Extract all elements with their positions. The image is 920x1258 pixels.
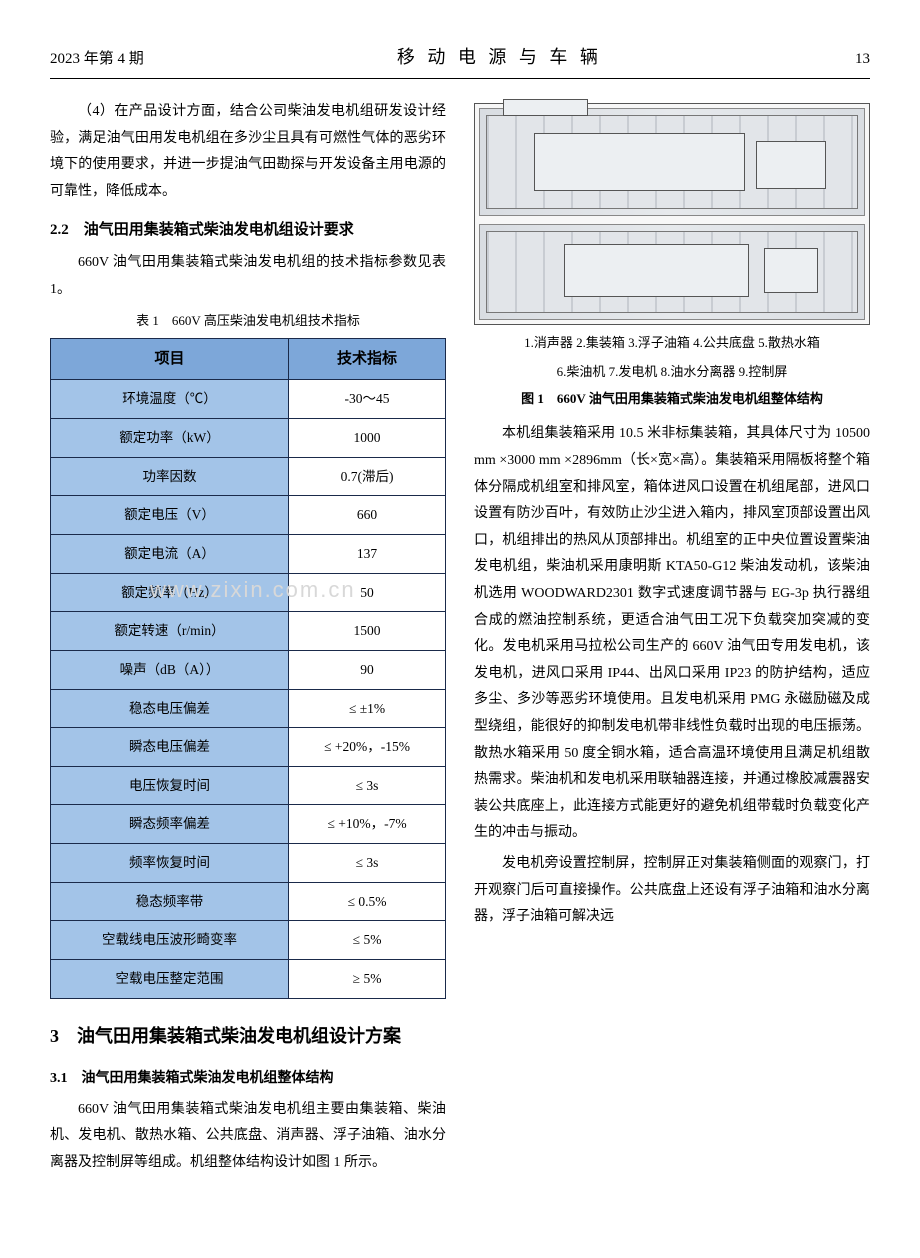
table-cell-label: 稳态频率带: [51, 882, 289, 921]
spec-table: 项目 技术指标 环境温度（℃）-30～45额定功率（kW）1000功率因数0.7…: [50, 338, 446, 999]
table-cell-value: 90: [289, 650, 446, 689]
table-cell-label: 空载线电压波形畸变率: [51, 921, 289, 960]
table-row: 频率恢复时间≤ 3s: [51, 844, 446, 883]
table-cell-label: 额定功率（kW）: [51, 419, 289, 458]
paragraph-3-1: 660V 油气田用集装箱式柴油发电机组主要由集装箱、柴油机、发电机、散热水箱、公…: [50, 1097, 446, 1177]
right-column: 1.消声器 2.集装箱 3.浮子油箱 4.公共底盘 5.散热水箱 6.柴油机 7…: [474, 99, 870, 1180]
table-cell-value: ≤ 3s: [289, 844, 446, 883]
table-cell-value: ≤ +10%，-7%: [289, 805, 446, 844]
table-cell-value: 1000: [289, 419, 446, 458]
table-cell-label: 环境温度（℃）: [51, 380, 289, 419]
table-row: 稳态电压偏差≤ ±1%: [51, 689, 446, 728]
table-head-item: 技术指标: [289, 338, 446, 380]
figure-radiator-block: [756, 141, 825, 189]
table-cell-label: 电压恢复时间: [51, 766, 289, 805]
table-row: 空载线电压波形畸变率≤ 5%: [51, 921, 446, 960]
table-cell-value: ≤ ±1%: [289, 689, 446, 728]
page-header: 2023 年第 4 期 移 动 电 源 与 车 辆 13: [50, 40, 870, 79]
table-cell-value: 0.7(滞后): [289, 457, 446, 496]
table-row: 额定功率（kW）1000: [51, 419, 446, 458]
table-row: 额定频率（Hz）50: [51, 573, 446, 612]
table-cell-label: 空载电压整定范围: [51, 960, 289, 999]
paragraph-body-b: 发电机旁设置控制屏，控制屏正对集装箱侧面的观察门，打开观察门后可直接操作。公共底…: [474, 851, 870, 931]
table-row: 瞬态电压偏差≤ +20%，-15%: [51, 728, 446, 767]
table-caption: 表 1 660V 高压柴油发电机组技术指标: [50, 309, 446, 334]
table-row: 额定电压（V）660: [51, 496, 446, 535]
table-row: 额定转速（r/min）1500: [51, 612, 446, 651]
table-head-item: 项目: [51, 338, 289, 380]
figure-legend-line1: 1.消声器 2.集装箱 3.浮子油箱 4.公共底盘 5.散热水箱: [474, 333, 870, 354]
heading-3-1: 3.1 油气田用集装箱式柴油发电机组整体结构: [50, 1066, 446, 1093]
figure-engine-block: [534, 133, 745, 191]
figure-side-view: [479, 108, 865, 216]
page-number: 13: [855, 45, 870, 74]
figure-top-view: [479, 224, 865, 320]
table-cell-value: 660: [289, 496, 446, 535]
table-row: 稳态频率带≤ 0.5%: [51, 882, 446, 921]
table-row: 环境温度（℃）-30～45: [51, 380, 446, 419]
table-row: 噪声（dB（A））90: [51, 650, 446, 689]
table-cell-label: 噪声（dB（A））: [51, 650, 289, 689]
table-row: 空载电压整定范围≥ 5%: [51, 960, 446, 999]
figure-silencer-block: [503, 99, 587, 116]
paragraph-2-2: 660V 油气田用集装箱式柴油发电机组的技术指标参数见表 1。: [50, 250, 446, 303]
table-cell-label: 额定电压（V）: [51, 496, 289, 535]
table-cell-value: 1500: [289, 612, 446, 651]
table-cell-value: ≤ 5%: [289, 921, 446, 960]
left-column: （4）在产品设计方面，结合公司柴油发电机组研发设计经验，满足油气田用发电机组在多…: [50, 99, 446, 1180]
figure-genset-block: [564, 244, 748, 297]
table-row: 瞬态频率偏差≤ +10%，-7%: [51, 805, 446, 844]
table-cell-label: 瞬态电压偏差: [51, 728, 289, 767]
figure-panel-block: [764, 248, 818, 293]
table-cell-value: 137: [289, 535, 446, 574]
heading-2-2: 2.2 油气田用集装箱式柴油发电机组设计要求: [50, 216, 446, 245]
table-cell-label: 功率因数: [51, 457, 289, 496]
issue-label: 2023 年第 4 期: [50, 45, 144, 74]
table-head-row: 项目 技术指标: [51, 338, 446, 380]
table-cell-label: 瞬态频率偏差: [51, 805, 289, 844]
table-cell-value: ≤ 0.5%: [289, 882, 446, 921]
paragraph-item4: （4）在产品设计方面，结合公司柴油发电机组研发设计经验，满足油气田用发电机组在多…: [50, 99, 446, 205]
figure-legend-line2: 6.柴油机 7.发电机 8.油水分离器 9.控制屏: [474, 362, 870, 383]
table-cell-label: 额定转速（r/min）: [51, 612, 289, 651]
table-row: 额定电流（A）137: [51, 535, 446, 574]
table-row: 功率因数0.7(滞后): [51, 457, 446, 496]
table-cell-value: ≤ 3s: [289, 766, 446, 805]
table-cell-value: ≥ 5%: [289, 960, 446, 999]
paragraph-body-a: 本机组集装箱采用 10.5 米非标集装箱，其具体尺寸为 10500 mm ×30…: [474, 421, 870, 847]
heading-3: 3 油气田用集装箱式柴油发电机组设计方案: [50, 1017, 446, 1057]
figure-1: 1.消声器 2.集装箱 3.浮子油箱 4.公共底盘 5.散热水箱 6.柴油机 7…: [474, 103, 870, 411]
journal-title: 移 动 电 源 与 车 辆: [397, 40, 602, 74]
table-cell-value: 50: [289, 573, 446, 612]
figure-caption: 图 1 660V 油气田用集装箱式柴油发电机组整体结构: [474, 387, 870, 412]
table-cell-label: 频率恢复时间: [51, 844, 289, 883]
table-cell-label: 额定频率（Hz）: [51, 573, 289, 612]
table-cell-label: 稳态电压偏差: [51, 689, 289, 728]
table-cell-value: -30～45: [289, 380, 446, 419]
table-cell-label: 额定电流（A）: [51, 535, 289, 574]
table-body: 环境温度（℃）-30～45额定功率（kW）1000功率因数0.7(滞后)额定电压…: [51, 380, 446, 998]
table-cell-value: ≤ +20%，-15%: [289, 728, 446, 767]
figure-frame: [474, 103, 870, 325]
table-row: 电压恢复时间≤ 3s: [51, 766, 446, 805]
two-column-layout: （4）在产品设计方面，结合公司柴油发电机组研发设计经验，满足油气田用发电机组在多…: [50, 99, 870, 1180]
